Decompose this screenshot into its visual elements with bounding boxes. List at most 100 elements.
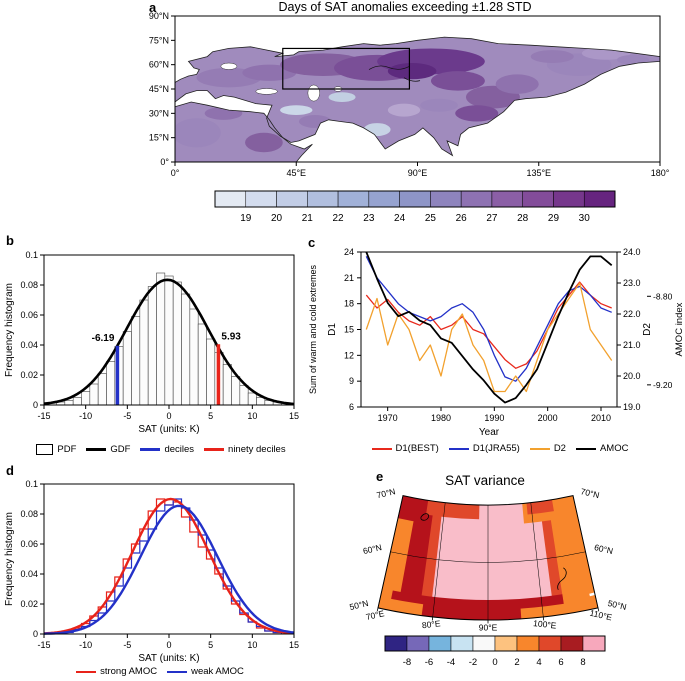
svg-text:-9.20: -9.20 bbox=[653, 380, 673, 390]
legend-item: deciles bbox=[140, 444, 194, 455]
legend-label: AMOC bbox=[599, 443, 629, 454]
svg-text:Year: Year bbox=[479, 427, 500, 438]
svg-text:6: 6 bbox=[349, 402, 354, 412]
legend-item: D1(BEST) bbox=[371, 443, 439, 454]
svg-text:45°N: 45°N bbox=[149, 84, 169, 94]
legend-label: PDF bbox=[57, 444, 77, 455]
histogram-pdf-chart: -6.19 5.93 -15 -10 -5 0 5 10 15 0 0.02 0.04 0.06 0.08… bbox=[4, 250, 299, 435]
legend-line-swatch bbox=[371, 447, 392, 450]
svg-text:60°N: 60°N bbox=[362, 542, 383, 556]
timeseries-extremes-chart: 6 9 12 15 18 21 24 1970 1980 1990 2000 2010 19.0 20.0… bbox=[308, 247, 685, 438]
svg-text:2: 2 bbox=[514, 657, 519, 668]
legend-item: D2 bbox=[529, 443, 566, 454]
panel-e-title: SAT variance bbox=[445, 473, 525, 488]
svg-text:70°N: 70°N bbox=[580, 486, 601, 500]
svg-text:90°E: 90°E bbox=[479, 622, 498, 632]
svg-text:1980: 1980 bbox=[431, 413, 451, 423]
map-sat-variance: 70°N 70°N60°N 60°N50°N 50°N70°E80°E 90°E 100°… bbox=[348, 486, 628, 632]
svg-text:30: 30 bbox=[579, 213, 591, 224]
legend-item: GDF bbox=[86, 444, 130, 455]
svg-text:-15: -15 bbox=[37, 640, 50, 650]
svg-text:22.0: 22.0 bbox=[623, 309, 641, 319]
svg-text:-5: -5 bbox=[123, 640, 131, 650]
svg-text:180°: 180° bbox=[651, 168, 670, 178]
svg-text:0.1: 0.1 bbox=[25, 479, 38, 489]
legend-item: ninety deciles bbox=[204, 444, 286, 455]
legend-line-swatch bbox=[529, 447, 550, 450]
svg-text:50°N: 50°N bbox=[607, 598, 628, 612]
legend-label: GDF bbox=[110, 444, 131, 455]
svg-text:15°N: 15°N bbox=[149, 133, 169, 143]
svg-text:12: 12 bbox=[344, 350, 354, 360]
svg-text:-10: -10 bbox=[79, 411, 92, 421]
legend-label: deciles bbox=[164, 444, 195, 455]
legend-item: AMOC bbox=[575, 443, 629, 454]
svg-text:0.04: 0.04 bbox=[20, 340, 38, 350]
svg-text:0°: 0° bbox=[160, 157, 169, 167]
svg-text:15: 15 bbox=[344, 325, 354, 335]
legend-box-swatch bbox=[36, 444, 54, 455]
svg-text:29: 29 bbox=[548, 213, 560, 224]
svg-text:0.02: 0.02 bbox=[20, 370, 38, 380]
svg-text:1970: 1970 bbox=[378, 413, 398, 423]
legend-label: ninety deciles bbox=[228, 444, 286, 455]
svg-text:8: 8 bbox=[580, 657, 585, 668]
svg-text:0.04: 0.04 bbox=[20, 569, 38, 579]
map-days-sat-anomalies: 90°N 75°N 60°N 45°N 30°N 15°N 0°0° 45°E 90°E 135°… bbox=[149, 11, 670, 178]
svg-text:0.06: 0.06 bbox=[20, 539, 38, 549]
legend-line-swatch bbox=[575, 447, 596, 450]
svg-text:Sum of warm and cold extremes: Sum of warm and cold extremes bbox=[308, 264, 318, 394]
panel-a-title: Days of SAT anomalies exceeding ±1.28 ST… bbox=[278, 0, 532, 14]
svg-text:45°E: 45°E bbox=[286, 168, 306, 178]
legend-item: weak AMOC bbox=[167, 666, 244, 677]
svg-text:Frequency histogram: Frequency histogram bbox=[4, 512, 15, 606]
legend-line-swatch bbox=[140, 448, 161, 451]
svg-text:10: 10 bbox=[247, 640, 257, 650]
legend-line-swatch bbox=[167, 670, 188, 673]
svg-text:2000: 2000 bbox=[538, 413, 558, 423]
panel-a-label: a bbox=[149, 0, 157, 15]
legend-panel-b: PDF GDF deciles ninety deciles bbox=[8, 444, 314, 455]
svg-text:SAT (units: K): SAT (units: K) bbox=[138, 424, 199, 435]
legend-line-swatch bbox=[448, 447, 469, 450]
svg-text:28: 28 bbox=[517, 213, 529, 224]
svg-text:0: 0 bbox=[166, 640, 171, 650]
svg-text:-5: -5 bbox=[123, 411, 131, 421]
svg-text:0: 0 bbox=[33, 629, 38, 639]
svg-text:5: 5 bbox=[208, 411, 213, 421]
svg-text:10: 10 bbox=[247, 411, 257, 421]
svg-text:19: 19 bbox=[240, 213, 252, 224]
svg-text:19.0: 19.0 bbox=[623, 402, 641, 412]
svg-text:15: 15 bbox=[289, 640, 299, 650]
svg-text:24: 24 bbox=[394, 213, 406, 224]
svg-text:50°N: 50°N bbox=[348, 598, 369, 612]
svg-text:70°E: 70°E bbox=[365, 608, 386, 622]
svg-text:24: 24 bbox=[344, 247, 354, 257]
svg-text:60°N: 60°N bbox=[593, 542, 614, 556]
panel-b-label: b bbox=[6, 233, 14, 248]
svg-text:-10: -10 bbox=[79, 640, 92, 650]
svg-text:26: 26 bbox=[456, 213, 468, 224]
svg-text:5: 5 bbox=[208, 640, 213, 650]
legend-panel-c: D1(BEST) D1(JRA55) D2 AMOC bbox=[318, 443, 682, 454]
svg-text:4: 4 bbox=[536, 657, 541, 668]
svg-text:100°E: 100°E bbox=[533, 618, 558, 631]
svg-text:25: 25 bbox=[425, 213, 437, 224]
svg-text:90°E: 90°E bbox=[408, 168, 428, 178]
svg-text:70°N: 70°N bbox=[376, 486, 397, 500]
legend-label: D1(JRA55) bbox=[472, 443, 520, 454]
legend-line-swatch bbox=[76, 670, 97, 673]
svg-text:0.02: 0.02 bbox=[20, 599, 38, 609]
svg-text:-15: -15 bbox=[37, 411, 50, 421]
svg-text:27: 27 bbox=[486, 213, 498, 224]
panel-e-label: e bbox=[376, 469, 384, 484]
svg-text:20: 20 bbox=[271, 213, 283, 224]
svg-text:D2: D2 bbox=[642, 323, 653, 336]
legend-item: strong AMOC bbox=[76, 666, 157, 677]
panel-c-label: c bbox=[308, 235, 316, 250]
panel-d-label: d bbox=[6, 463, 14, 478]
legend-line-swatch bbox=[86, 448, 107, 451]
svg-text:-6: -6 bbox=[425, 657, 433, 668]
svg-text:0.06: 0.06 bbox=[20, 310, 38, 320]
